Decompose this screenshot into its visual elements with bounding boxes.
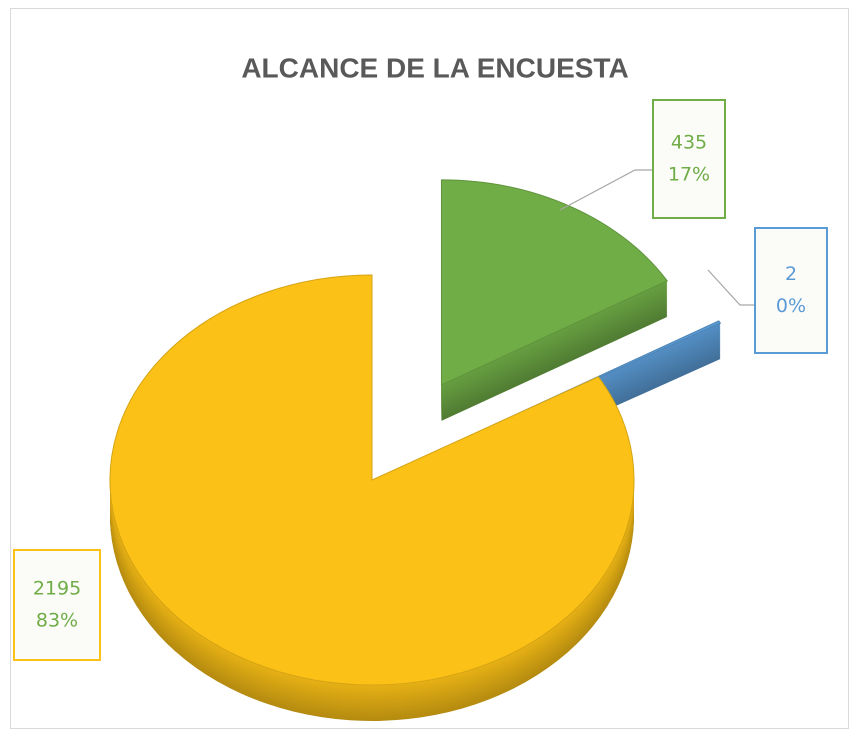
percent-label: 17% xyxy=(668,164,710,186)
percent-label: 0% xyxy=(776,295,806,317)
label-box xyxy=(652,99,726,219)
pie xyxy=(109,179,722,721)
label-box xyxy=(13,549,101,661)
slice xyxy=(109,274,635,686)
leader-line xyxy=(707,269,755,306)
value-label: 435 xyxy=(671,132,707,154)
labels: 435 17% 2 0% 2195 83% xyxy=(13,99,828,661)
value-label: 2195 xyxy=(33,578,81,600)
slice xyxy=(440,179,668,386)
value-label: 2 xyxy=(785,263,797,285)
chart-title: ALCANCE DE LA ENCUESTA xyxy=(241,52,628,83)
label-box xyxy=(754,227,828,354)
leader-line xyxy=(559,169,653,211)
percent-label: 83% xyxy=(36,610,78,632)
